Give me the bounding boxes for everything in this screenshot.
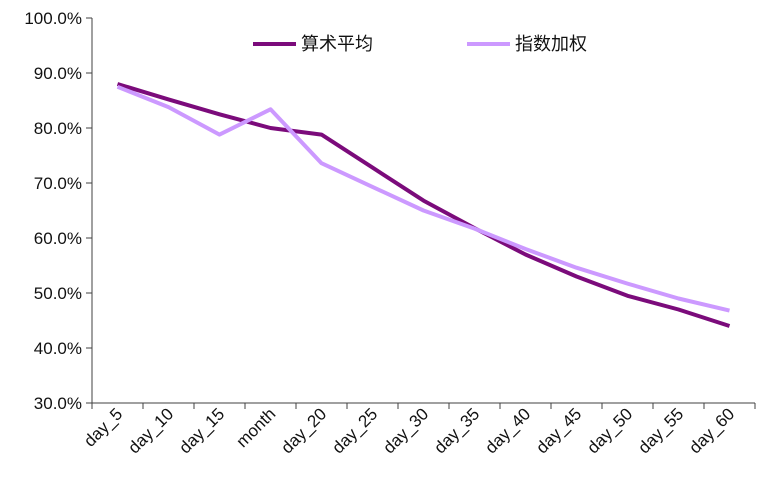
y-tick-label: 80.0% bbox=[34, 119, 82, 138]
x-tick-label: day_35 bbox=[430, 404, 483, 457]
legend-label-series-0: 算术平均 bbox=[301, 34, 373, 55]
y-tick-label: 100.0% bbox=[24, 9, 82, 28]
x-tick-label: day_30 bbox=[379, 404, 432, 457]
y-tick-label: 40.0% bbox=[34, 339, 82, 358]
x-tick-label: day_60 bbox=[685, 404, 738, 457]
chart-legend: 算术平均 指数加权 bbox=[253, 34, 587, 55]
y-tick-label: 70.0% bbox=[34, 174, 82, 193]
x-tick-label: day_45 bbox=[532, 404, 585, 457]
y-tick-label: 50.0% bbox=[34, 284, 82, 303]
y-tick-label: 90.0% bbox=[34, 64, 82, 83]
y-tick-label: 30.0% bbox=[34, 394, 82, 413]
x-tick-label: day_20 bbox=[277, 404, 330, 457]
x-tick-label: day_15 bbox=[175, 404, 228, 457]
series-line-0 bbox=[116, 82, 731, 328]
chart-axes: 30.0% 40.0% 50.0% 60.0% 70.0% 80.0% 90.0% 100.0… bbox=[24, 9, 756, 457]
y-tick-label: 60.0% bbox=[34, 229, 82, 248]
x-tick-label: day_5 bbox=[80, 404, 126, 450]
x-tick-label: day_10 bbox=[124, 404, 177, 457]
x-tick-label: day_55 bbox=[634, 404, 687, 457]
legend-label-series-1: 指数加权 bbox=[515, 34, 587, 55]
series-line-1 bbox=[116, 84, 730, 313]
x-tick-label: month bbox=[232, 404, 279, 451]
x-tick-label: day_40 bbox=[481, 404, 534, 457]
x-tick-label: day_25 bbox=[328, 404, 381, 457]
x-tick-label: day_50 bbox=[583, 404, 636, 457]
series-layer bbox=[116, 82, 731, 328]
